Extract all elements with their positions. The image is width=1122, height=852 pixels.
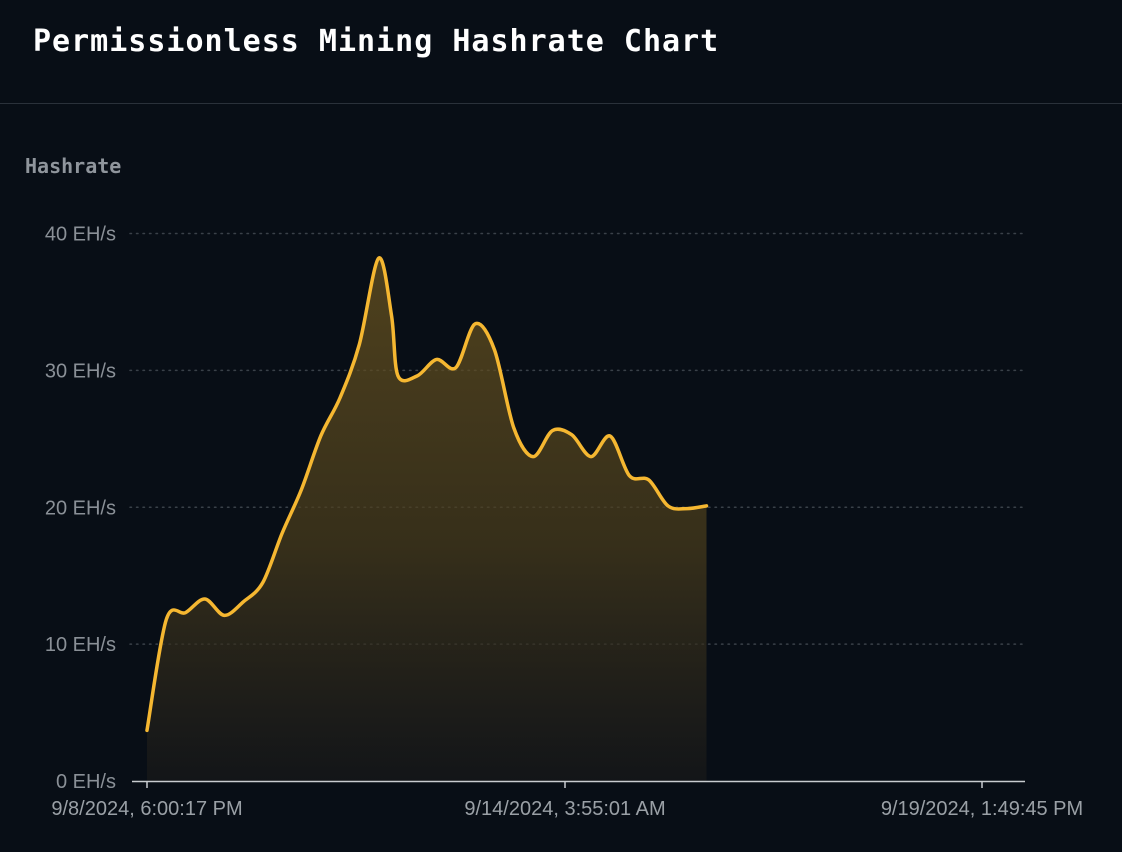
hashrate-line [145,256,709,733]
x-tick-label: 9/19/2024, 1:49:45 PM [881,798,1083,820]
area-layer [146,257,707,781]
y-tick-label: 20 EH/s [45,497,116,519]
y-tick-label: 0 EH/s [56,771,116,793]
x-tick-label: 9/14/2024, 3:55:01 AM [464,798,665,820]
y-tick-label: 30 EH/s [45,360,116,382]
header: Permissionless Mining Hashrate Chart [0,0,1122,104]
line-layer [145,256,709,733]
x-tick-label: 9/8/2024, 6:00:17 PM [51,798,242,820]
y-tick-label: 10 EH/s [45,634,116,656]
y-tick-label: 40 EH/s [45,224,116,246]
hashrate-area [146,257,707,781]
y-axis-label: Hashrate [25,154,122,178]
page-title: Permissionless Mining Hashrate Chart [33,24,720,59]
axes: 0 EH/s 10 EH/s 20 EH/s 30 EH/s 40 EH/s 9/8/20… [45,224,1083,821]
